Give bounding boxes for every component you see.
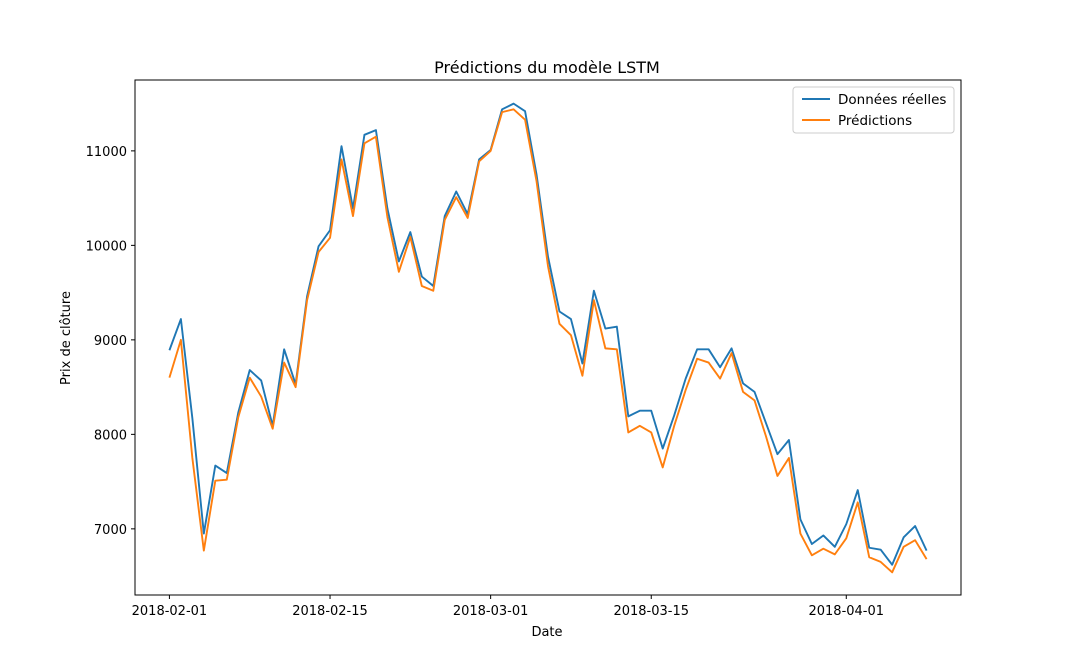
chart-title: Prédictions du modèle LSTM xyxy=(434,58,660,77)
x-axis: 2018-02-01 2018-02-15 2018-03-01 2018-03-15… xyxy=(132,595,884,619)
legend: Données réelles Prédictions xyxy=(792,86,955,134)
x-axis-label: Date xyxy=(531,625,562,640)
y-tick-label: 11000 xyxy=(86,145,127,160)
x-tick-label: 2018-04-01 xyxy=(808,604,884,619)
y-tick-label: 9000 xyxy=(94,334,127,349)
x-tick-label: 2018-02-01 xyxy=(132,604,208,619)
legend-label-real: Données réelles xyxy=(838,92,946,108)
series-line-predictions xyxy=(168,108,928,574)
y-axis-label: Prix de clôture xyxy=(59,291,74,385)
y-tick-label: 7000 xyxy=(94,523,127,538)
x-tick-label: 2018-03-01 xyxy=(453,604,529,619)
x-tick-label: 2018-03-15 xyxy=(613,604,689,619)
x-tick-label: 2018-02-15 xyxy=(292,604,368,619)
y-axis: 7000 8000 9000 10000 11000 xyxy=(86,145,135,538)
y-tick-label: 10000 xyxy=(86,239,127,254)
legend-label-predictions: Prédictions xyxy=(838,113,912,129)
legend-box xyxy=(792,86,955,134)
plot-frame xyxy=(134,79,962,596)
y-tick-label: 8000 xyxy=(94,428,127,443)
plot-lines xyxy=(168,102,928,574)
